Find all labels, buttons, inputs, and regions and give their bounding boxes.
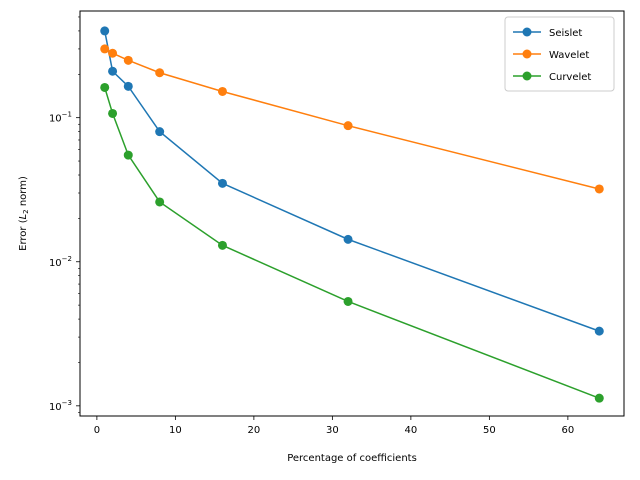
data-point (594, 393, 604, 403)
data-point (343, 121, 353, 131)
x-tick-label: 0 (94, 425, 100, 436)
y-tick-exponent: −3 (62, 399, 72, 407)
data-point (217, 86, 227, 96)
x-tick-label: 30 (326, 425, 339, 436)
data-point (217, 178, 227, 188)
data-point (100, 26, 110, 36)
data-point (108, 108, 118, 118)
legend: Seislet Wavelet Curvelet (504, 16, 615, 92)
data-point (108, 48, 118, 58)
series-seislet (100, 26, 604, 336)
legend-item: Curvelet (513, 71, 591, 83)
data-point (155, 127, 165, 137)
data-point (100, 44, 110, 54)
x-tick-label: 40 (405, 425, 418, 436)
data-point (123, 150, 133, 160)
y-tick-base: 10 (49, 258, 62, 269)
x-tick-label: 60 (562, 425, 575, 436)
legend-label: Seislet (549, 28, 582, 39)
y-axis-label-subscript: 2 (22, 209, 30, 213)
y-axis-label-symbol: L (18, 214, 29, 220)
legend-item: Seislet (513, 27, 582, 39)
legend-label: Wavelet (549, 50, 589, 61)
y-tick-exponent: −2 (62, 255, 72, 263)
data-point (594, 326, 604, 336)
axes-frame (79, 10, 625, 417)
data-point (594, 184, 604, 194)
data-point (155, 68, 165, 78)
data-point (123, 55, 133, 65)
x-tick-label: 10 (169, 425, 182, 436)
data-point (343, 296, 353, 306)
y-tick-label: 10−2 (49, 255, 72, 269)
x-tick-label: 50 (483, 425, 496, 436)
y-tick-label: 10−3 (49, 399, 72, 413)
y-tick-label: 10−1 (49, 111, 72, 125)
y-axis-label-suffix: norm) (18, 176, 29, 209)
x-tick-label: 20 (248, 425, 261, 436)
series-curvelet (100, 82, 604, 403)
x-axis-label: Percentage of coefficients (287, 453, 417, 464)
y-tick-exponent: −1 (62, 111, 72, 119)
y-tick-base: 10 (49, 114, 62, 125)
y-tick-base: 10 (49, 402, 62, 413)
y-axis-label-prefix: Error ( (18, 219, 29, 251)
plot-area (100, 26, 604, 403)
data-point (217, 240, 227, 250)
legend-item: Wavelet (513, 49, 589, 61)
legend-box (504, 16, 615, 92)
legend-label: Curvelet (549, 72, 591, 83)
data-point (100, 82, 110, 92)
legend-marker (522, 49, 532, 59)
data-point (123, 81, 133, 91)
legend-marker (522, 27, 532, 37)
x-axis-ticks: 0 10 20 30 40 50 60 (94, 416, 575, 436)
data-point (108, 66, 118, 76)
y-axis-label: Error (L2 norm) (18, 176, 30, 251)
data-point (343, 234, 353, 244)
series-wavelet (100, 44, 604, 194)
data-point (155, 197, 165, 207)
legend-marker (522, 71, 532, 81)
